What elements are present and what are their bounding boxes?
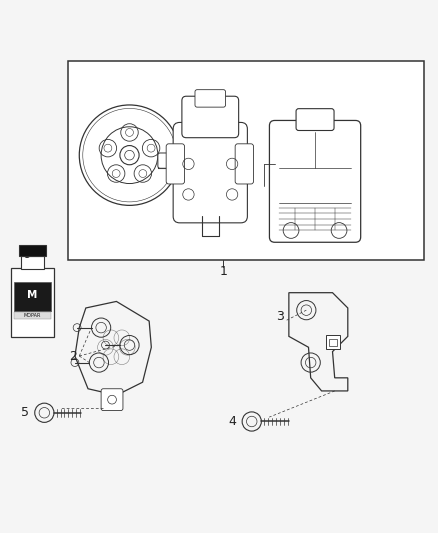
FancyBboxPatch shape (11, 268, 54, 337)
Text: 3: 3 (276, 310, 284, 323)
Text: 4: 4 (228, 415, 236, 428)
Text: 2: 2 (69, 350, 77, 362)
Text: 1: 1 (219, 265, 227, 278)
FancyBboxPatch shape (173, 123, 247, 223)
Text: M: M (27, 290, 38, 300)
Bar (14, 312, 51, 319)
Bar (329, 338, 337, 346)
Bar (68, 61, 424, 260)
FancyBboxPatch shape (235, 144, 254, 184)
FancyBboxPatch shape (269, 120, 360, 243)
Bar (326, 335, 340, 350)
Text: 6: 6 (21, 248, 29, 261)
FancyBboxPatch shape (296, 109, 334, 131)
FancyBboxPatch shape (166, 144, 184, 184)
Text: 5: 5 (21, 406, 29, 419)
FancyBboxPatch shape (158, 153, 180, 168)
Bar (21, 256, 44, 269)
Bar (19, 245, 46, 256)
FancyBboxPatch shape (101, 389, 123, 410)
FancyBboxPatch shape (195, 90, 226, 107)
Text: MOPAR: MOPAR (24, 313, 41, 318)
Bar (14, 282, 51, 311)
FancyBboxPatch shape (182, 96, 239, 138)
